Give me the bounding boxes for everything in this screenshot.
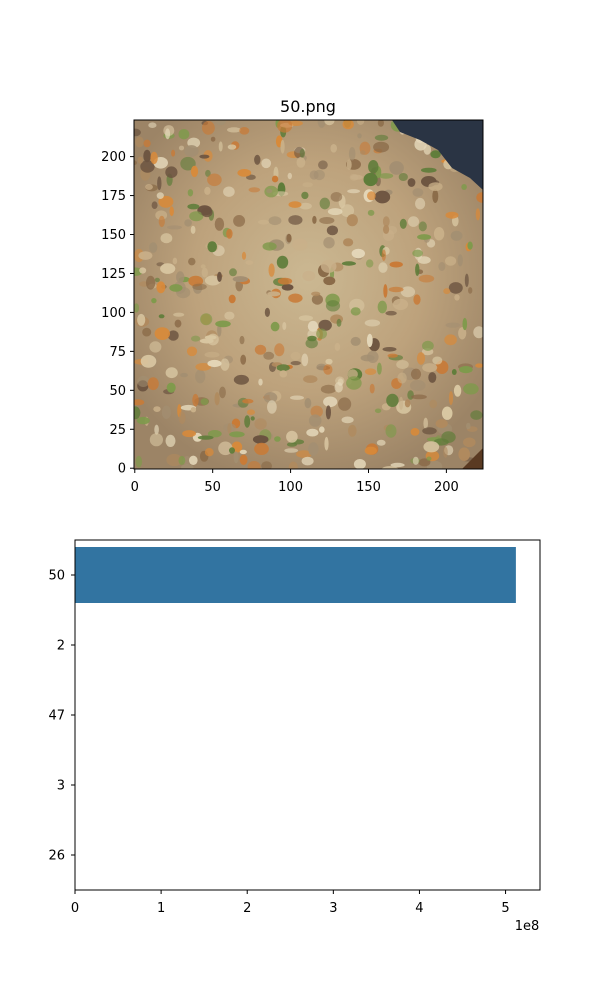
image-y-tick-label: 100: [101, 306, 126, 321]
image-y-tick-label: 125: [101, 267, 126, 282]
bar-x-tick-label: 5: [501, 901, 509, 916]
bar-y-ticks: 50 2 47 3 26: [48, 569, 75, 864]
image-x-tick-label: 0: [131, 480, 139, 495]
image-y-tick-label: 75: [109, 345, 126, 360]
image-y-tick-label: 200: [101, 150, 126, 165]
bar-x-ticks: 0 1 2 3 4 5: [71, 890, 510, 916]
image-y-tick-label: 0: [118, 462, 126, 477]
food-image: [134, 120, 483, 469]
image-x-tick-label: 200: [434, 480, 459, 495]
bar-category-label: 50: [48, 569, 65, 584]
image-y-tick-label: 50: [109, 384, 126, 399]
image-frame: [133, 119, 484, 470]
bar-x-tick-label: 0: [71, 901, 79, 916]
bar-category-label: 3: [57, 779, 65, 794]
image-y-tick-label: 25: [109, 423, 126, 438]
image-x-ticks: 0 50 100 150 200: [131, 469, 459, 495]
bar-category-label: 2: [57, 639, 65, 654]
bar-x-tick-label: 1: [157, 901, 165, 916]
image-y-tick-label: 175: [101, 189, 126, 204]
bar-category-label: 26: [48, 849, 65, 864]
bar-50: [75, 547, 516, 603]
image-x-tick-label: 150: [356, 480, 381, 495]
bar-panel: 0 1 2 3 4 5 50 2 47 3 26 1e8: [48, 539, 541, 934]
bars: [75, 547, 516, 603]
image-y-tick-label: 150: [101, 228, 126, 243]
image-x-tick-label: 50: [204, 480, 221, 495]
image-panel: 50.png 0 50 100 150 200 0 25 50 75 100 125 150 175 2…: [101, 97, 484, 495]
image-title: 50.png: [280, 97, 336, 116]
bar-x-tick-label: 4: [415, 901, 423, 916]
x-offset-label: 1e8: [515, 919, 540, 934]
image-y-ticks: 0 25 50 75 100 125 150 175 200: [101, 150, 134, 477]
bar-x-tick-label: 3: [329, 901, 337, 916]
image-x-tick-label: 100: [278, 480, 303, 495]
bar-x-tick-label: 2: [243, 901, 251, 916]
bar-category-label: 47: [48, 709, 65, 724]
